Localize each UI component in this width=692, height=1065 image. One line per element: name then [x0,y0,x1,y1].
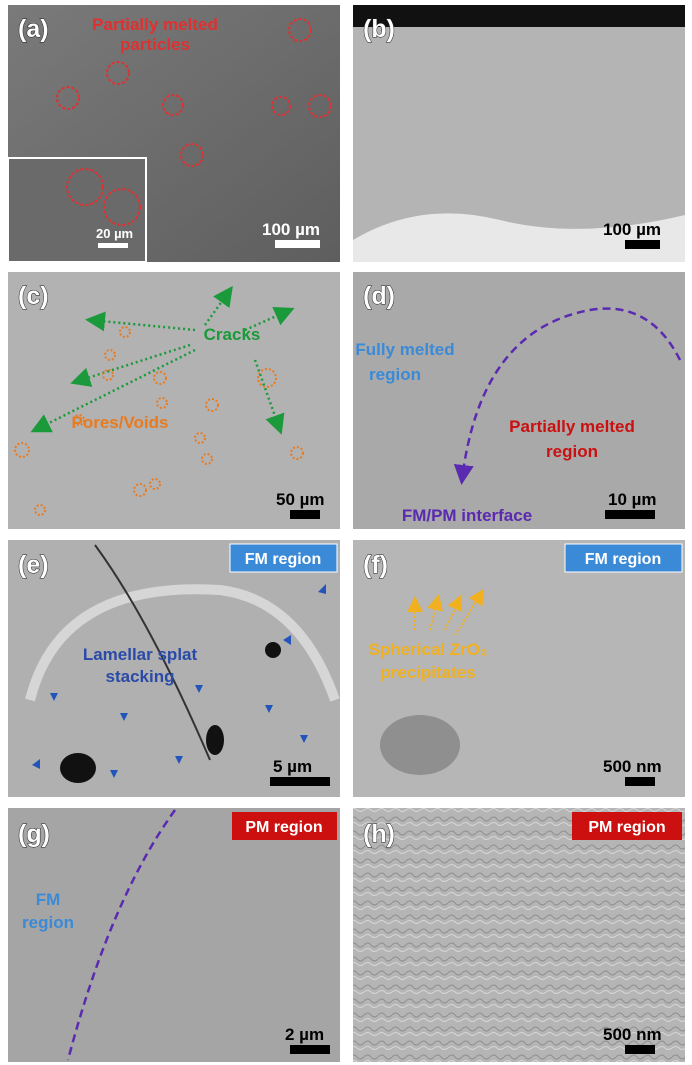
annotation: Spherical ZrO₂ [368,640,487,659]
annotation: precipitates [380,663,475,682]
scale-label: 50 µm [276,490,325,509]
micrograph [8,540,340,797]
annotation: region [546,442,598,461]
micrograph [353,272,685,529]
pore [265,642,281,658]
annotation: Lamellar splat [83,645,198,664]
annotation: stacking [106,667,175,686]
annotation: region [369,365,421,384]
panel-label: (b) [363,15,395,43]
annotation: particles [120,35,190,54]
splat [25,584,340,702]
interface-line [66,809,177,1061]
panel-label: (c) [18,282,49,310]
panel-label: (h) [363,820,395,848]
scale-bar [98,243,128,248]
scale-label: 500 nm [603,1025,662,1044]
scale-label: 100 µm [262,220,320,239]
annotation: region [22,913,74,932]
panel-label: (g) [18,820,50,848]
pore-marker [14,326,304,516]
annotation: Cracks [204,325,261,344]
scale-label: 10 µm [608,490,657,509]
scale-bar [290,510,320,519]
panel-label: (a) [18,15,49,43]
panel-label: (d) [363,282,395,310]
particle-marker [56,18,332,226]
scale-label: 100 µm [603,220,661,239]
badge-box [232,812,337,840]
panel-label: (e) [18,551,49,579]
panel-label: (f) [363,551,388,579]
annotation: FM [36,890,61,909]
precipitate-arrow [407,588,485,636]
scale-label: 2 µm [285,1025,324,1044]
scale-label: 5 µm [273,757,312,776]
badge: PM region [245,819,322,836]
annotation: Partially melted [92,15,218,34]
contrast [380,715,460,775]
scale-label: 500 nm [603,757,662,776]
scale-label: 20 µm [96,226,133,241]
edge [353,5,685,27]
badge-box [564,543,683,573]
scale-bar [270,777,330,786]
scale-bar [605,510,655,519]
badge: PM region [588,819,665,836]
crack [94,544,211,761]
micrograph [8,808,340,1062]
micrograph [353,808,685,1062]
splat-arrow [32,584,326,778]
crack-arrow [30,285,295,435]
badge: FM region [585,551,661,568]
scale-bar [625,1045,655,1054]
annotation: Fully melted [355,340,454,359]
badge-box [572,812,682,840]
pore [206,725,224,755]
annotation: FM/PM interface [402,506,532,525]
pore [60,753,96,783]
annotation: Pores/Voids [72,413,169,432]
annotation: Partially melted [509,417,635,436]
badge: FM region [245,551,321,568]
scale-bar [625,240,660,249]
scale-bar [625,777,655,786]
badge-box [229,543,338,573]
interface-line [453,307,682,485]
scale-bar [275,240,320,248]
scale-bar [290,1045,330,1054]
edge [353,213,685,262]
